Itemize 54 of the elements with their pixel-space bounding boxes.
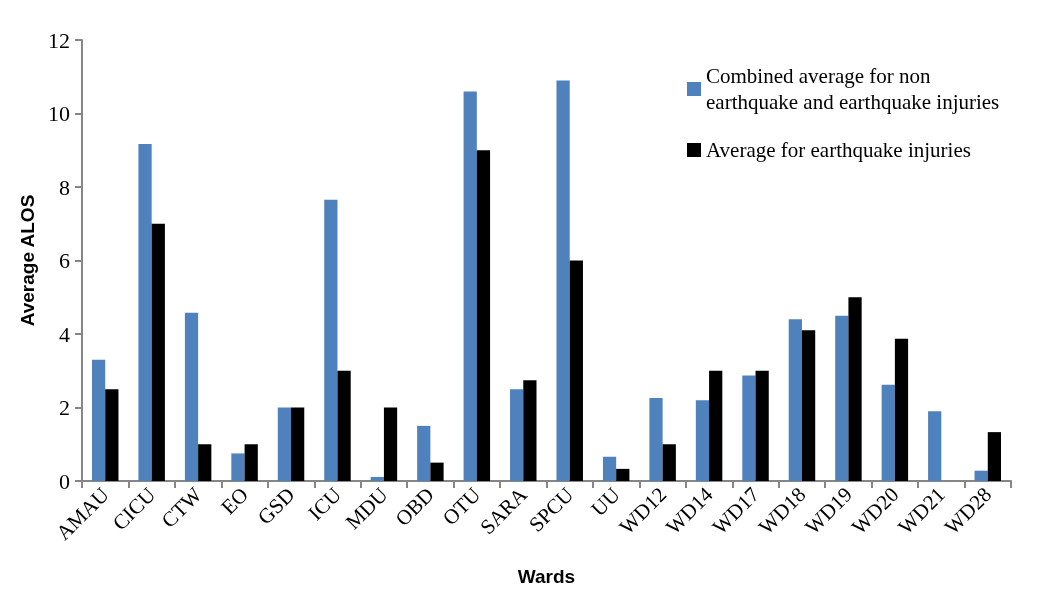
x-axis-title: Wards <box>517 566 576 587</box>
bar <box>881 384 895 481</box>
bar <box>848 297 862 481</box>
bar <box>337 370 351 481</box>
bar <box>324 199 338 481</box>
bar <box>616 468 630 481</box>
bar <box>476 150 491 481</box>
y-tick-label: 0 <box>59 468 70 494</box>
bar <box>383 407 398 481</box>
y-tick-label: 10 <box>48 101 70 126</box>
bar <box>695 400 710 481</box>
bar <box>801 330 816 481</box>
bar <box>198 444 212 481</box>
bar <box>662 444 676 481</box>
y-tick-label: 2 <box>59 395 70 420</box>
bar <box>835 315 849 481</box>
bar <box>556 80 570 481</box>
bar <box>91 359 106 481</box>
bar <box>894 338 909 481</box>
legend-label: Average for earthquake injuries <box>706 138 971 162</box>
bar <box>649 397 663 481</box>
bar <box>510 389 524 481</box>
bar <box>974 470 988 481</box>
x-tick-label: GSD <box>252 482 300 530</box>
bar <box>105 389 119 481</box>
bar <box>370 476 384 481</box>
bar <box>277 407 292 481</box>
bar <box>602 456 617 481</box>
bar <box>231 453 245 481</box>
legend-label: Combined average for non earthquake and earthquake injuries <box>706 64 1000 114</box>
bar <box>138 144 152 481</box>
bar <box>430 462 444 481</box>
bar <box>244 444 258 481</box>
bar <box>569 260 583 481</box>
bar <box>523 380 537 481</box>
bar <box>928 411 942 481</box>
y-tick-label: 12 <box>48 27 70 53</box>
bar <box>742 375 756 481</box>
bar <box>151 223 165 481</box>
y-axis-title: Average ALOS <box>17 194 39 327</box>
y-tick-label: 6 <box>59 248 70 273</box>
bar <box>291 407 305 481</box>
bar <box>709 370 723 481</box>
bar <box>788 319 802 481</box>
bar <box>417 425 431 481</box>
y-tick-label: 8 <box>59 174 70 200</box>
bar <box>463 91 477 481</box>
x-tick-label: ICU <box>303 482 346 526</box>
bar <box>987 432 1002 481</box>
x-tick-label: UU <box>586 482 625 521</box>
bar <box>755 370 769 481</box>
x-tick-label: EO <box>216 482 254 520</box>
y-tick-label: 4 <box>59 321 70 347</box>
bar <box>184 312 199 481</box>
